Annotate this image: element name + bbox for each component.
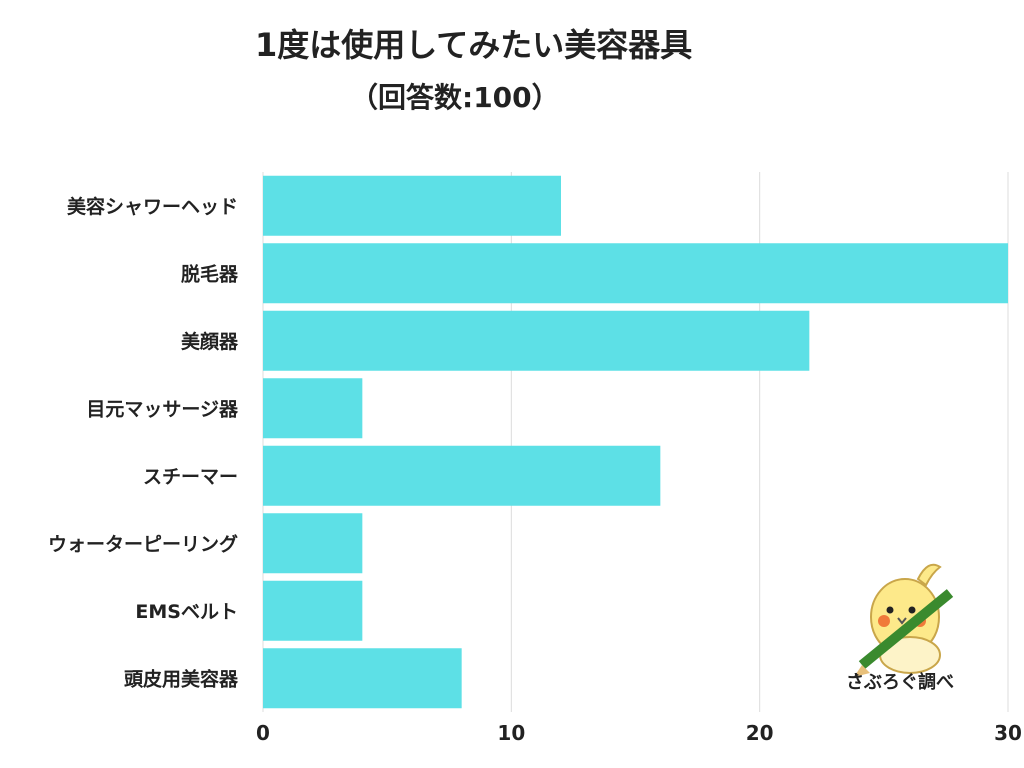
bar [263,513,363,574]
chart-subtitle: （回答数:100） [350,81,560,114]
watermark-caption: さぶろぐ調べ [846,672,954,693]
x-tick-label: 10 [497,721,525,745]
category-label: EMSベルト [135,601,238,623]
category-label: 美顔器 [181,330,239,353]
x-tick-label: 0 [256,721,270,745]
x-tick-label: 30 [994,721,1022,745]
category-label: ウォーターピーリング [48,532,238,555]
bar [263,580,363,641]
category-label: スチーマー [143,466,238,488]
category-label: 脱毛器 [181,262,239,285]
bar [263,175,561,236]
bird-mascot-icon [854,563,954,677]
bar [263,310,810,371]
bar [263,445,661,506]
category-label: 目元マッサージ器 [86,398,239,420]
bar [263,243,1008,304]
category-label: 美容シャワーヘッド [67,195,238,218]
bar [263,648,462,709]
chart-title: 1度は使用してみたい美容器具 [255,26,693,64]
x-tick-label: 20 [746,721,774,745]
bar [263,378,363,439]
category-label: 頭皮用美容器 [124,667,239,690]
